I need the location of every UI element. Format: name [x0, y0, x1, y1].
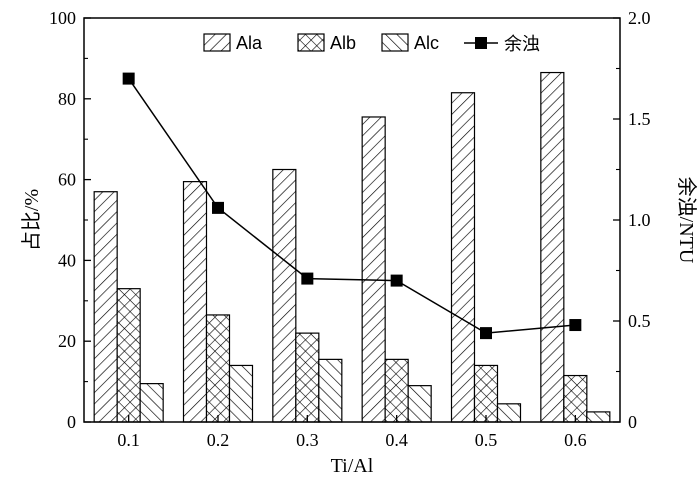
ticks-layer: 0 20 40 60 80 100 0 0.5 1.0 1.5 2.0 0.1 0.2 0.3 0.4 0.5… — [49, 8, 651, 450]
y2-tick-label: 0 — [628, 412, 637, 432]
bar-alb-0.4 — [384, 358, 409, 423]
legend-label-turbidity: 余浊 — [504, 34, 540, 54]
bar-alc-0.5 — [496, 403, 522, 423]
legend-label-alb: Alb — [330, 33, 356, 53]
x-tick-label: 0.2 — [207, 430, 230, 450]
y-tick-label: 40 — [58, 250, 76, 270]
bar-alc-0.4 — [407, 385, 432, 423]
x-tick-label: 0.5 — [475, 430, 498, 450]
bar-alb-0.1 — [116, 288, 141, 423]
turbidity-point-0.2 — [212, 201, 224, 214]
bar-alc-0.2 — [228, 364, 254, 423]
bar-ala-0.4 — [361, 116, 386, 423]
x-axis-title: Ti/Al — [331, 455, 374, 477]
legend: Ala Alb Alc 余浊 — [203, 33, 540, 54]
bar-ala-0.2 — [182, 181, 208, 423]
turbidity-point-0.1 — [122, 72, 135, 85]
bar-alb-0.2 — [205, 314, 231, 423]
bar-ala-0.6 — [540, 71, 565, 423]
legend-swatch-ala — [203, 33, 231, 52]
y-tick-label: 80 — [58, 89, 76, 109]
y2-tick-label: 2.0 — [628, 8, 651, 28]
x-tick-label: 0.1 — [117, 430, 140, 450]
y2-tick-label: 1.5 — [628, 109, 651, 129]
turbidity-point-0.3 — [301, 272, 314, 285]
bar-ala-0.5 — [450, 92, 476, 423]
y-tick-label: 0 — [67, 412, 76, 432]
turbidity-point-0.4 — [390, 274, 403, 287]
y2-axis-title: 余浊/NTU — [675, 177, 698, 264]
line-layer — [122, 72, 582, 340]
y-axis-title: 占比/% — [20, 189, 43, 251]
y-tick-label: 60 — [58, 170, 76, 190]
legend-swatch-alc — [381, 33, 409, 52]
bar-ala-0.3 — [272, 168, 297, 423]
y-tick-label: 100 — [49, 8, 76, 28]
bar-alc-0.6 — [586, 411, 611, 423]
x-tick-label: 0.4 — [385, 430, 408, 450]
bar-alb-0.5 — [473, 364, 499, 423]
legend-label-ala: Ala — [236, 33, 263, 53]
y-tick-label: 20 — [58, 331, 76, 351]
bar-alc-0.3 — [318, 358, 343, 423]
y2-tick-label: 0.5 — [628, 311, 651, 331]
legend-label-alc: Alc — [414, 33, 439, 53]
turbidity-line — [128, 78, 576, 334]
x-tick-label: 0.3 — [296, 430, 319, 450]
bars-layer — [93, 71, 611, 423]
turbidity-point-0.6 — [569, 319, 582, 332]
bar-ala-0.1 — [93, 191, 118, 423]
y2-tick-label: 1.0 — [628, 210, 651, 230]
bar-alc-0.1 — [139, 383, 164, 423]
bar-alb-0.3 — [295, 332, 320, 423]
legend-swatch-alb — [297, 33, 325, 52]
x-tick-label: 0.6 — [564, 430, 587, 450]
plot-frame — [83, 17, 621, 423]
legend-marker-turbidity — [475, 37, 487, 49]
turbidity-point-0.5 — [480, 327, 492, 340]
